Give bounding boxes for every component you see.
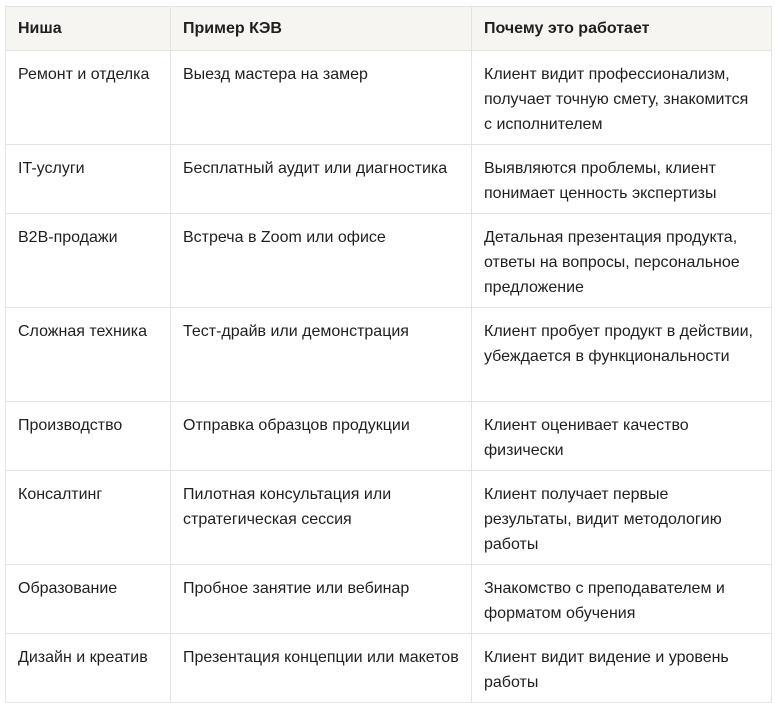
table-row: Ремонт и отделка Выезд мастера на замер … (5, 50, 772, 145)
cell-example: Выезд мастера на замер (170, 50, 472, 145)
table-row: Консалтинг Пилотная консультация или стр… (5, 470, 772, 565)
table-row: B2B-продажи Встреча в Zoom или офисе Дет… (5, 213, 772, 308)
cell-example: Тест-драйв или демонстрация (170, 307, 472, 402)
table-row: Производство Отправка образцов продукции… (5, 401, 772, 471)
cell-example: Встреча в Zoom или офисе (170, 213, 472, 308)
header-niche: Ниша (5, 6, 171, 51)
cell-why: Выявляются проблемы, клиент понимает цен… (471, 144, 772, 214)
table-row: IT-услуги Бесплатный аудит или диагности… (5, 144, 772, 214)
table-row: Дизайн и креатив Презентация концепции и… (5, 633, 772, 703)
cell-why: Клиент получает первые результаты, видит… (471, 470, 772, 565)
cell-why: Клиент пробует продукт в действии, убежд… (471, 307, 772, 402)
cell-example: Бесплатный аудит или диагностика (170, 144, 472, 214)
cell-why: Знакомство с преподавателем и форматом о… (471, 564, 772, 634)
cell-example: Пробное занятие или вебинар (170, 564, 472, 634)
cell-niche: Дизайн и креатив (5, 633, 171, 703)
cell-example: Презентация концепции или макетов (170, 633, 472, 703)
header-row: Ниша Пример КЭВ Почему это работает (5, 6, 772, 51)
niche-table: Ниша Пример КЭВ Почему это работает Ремо… (5, 6, 772, 703)
cell-niche: Сложная техника (5, 307, 171, 402)
cell-niche: IT-услуги (5, 144, 171, 214)
cell-niche: Образование (5, 564, 171, 634)
cell-niche: Производство (5, 401, 171, 471)
cell-why: Детальная презентация продукта, ответы н… (471, 213, 772, 308)
header-why: Почему это работает (471, 6, 772, 51)
cell-example: Отправка образцов продукции (170, 401, 472, 471)
cell-why: Клиент видит видение и уровень работы (471, 633, 772, 703)
table-row: Образование Пробное занятие или вебинар … (5, 564, 772, 634)
cell-example: Пилотная консультация или стратегическая… (170, 470, 472, 565)
cell-why: Клиент видит профессионализм, получает т… (471, 50, 772, 145)
table-row: Сложная техника Тест-драйв или демонстра… (5, 307, 772, 402)
header-example: Пример КЭВ (170, 6, 472, 51)
cell-niche: Ремонт и отделка (5, 50, 171, 145)
cell-why: Клиент оценивает качество физически (471, 401, 772, 471)
cell-niche: B2B-продажи (5, 213, 171, 308)
cell-niche: Консалтинг (5, 470, 171, 565)
